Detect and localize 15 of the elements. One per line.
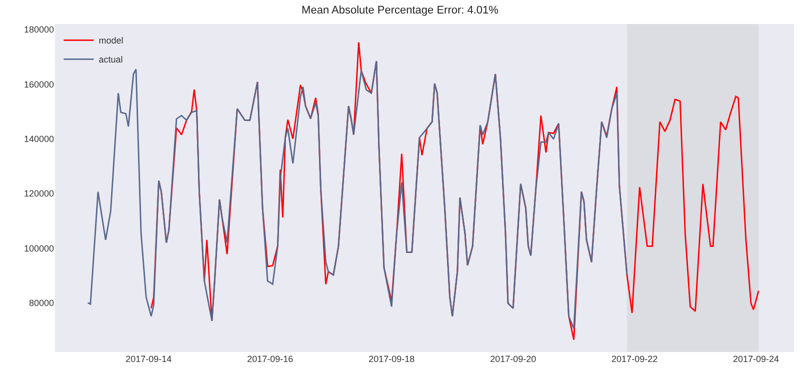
legend-label: actual [98, 54, 123, 65]
x-tick-label: 2017-09-18 [368, 354, 415, 364]
legend-label: model [98, 36, 124, 46]
x-tick-label: 2017-09-14 [126, 354, 172, 364]
x-tick-label: 2017-09-20 [490, 354, 536, 364]
y-tick-label: 180000 [24, 24, 54, 35]
y-tick-label: 120000 [24, 188, 54, 199]
x-tick-label: 2017-09-16 [247, 354, 294, 364]
y-tick-label: 160000 [24, 79, 54, 90]
x-tick-label: 2017-09-24 [733, 354, 780, 364]
y-tick-label: 100000 [24, 243, 54, 254]
chart-title: Mean Absolute Percentage Error: 4.01% [302, 4, 499, 16]
y-tick-label: 140000 [24, 134, 54, 144]
y-tick-label: 80000 [28, 298, 54, 308]
x-tick-label: 2017-09-22 [612, 354, 658, 364]
